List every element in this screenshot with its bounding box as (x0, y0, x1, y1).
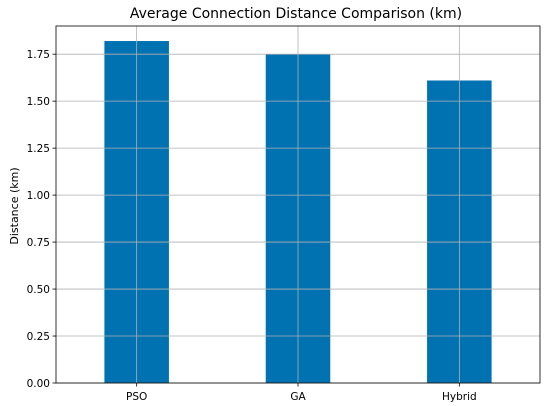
y-tick-label: 1.50 (27, 96, 50, 108)
y-tick-label: 0.00 (27, 378, 50, 390)
chart-title: Average Connection Distance Comparison (… (130, 6, 462, 22)
grid (56, 26, 540, 384)
x-tick-label-pso: PSO (126, 391, 147, 403)
y-tick-label: 1.75 (27, 49, 50, 61)
y-tick-label: 0.25 (27, 331, 50, 343)
x-tick-label-ga: GA (290, 391, 306, 403)
axes: 0.00 0.25 0.50 0.75 1.00 1.25 1.50 1.75 PSO GA Hyb… (27, 25, 541, 403)
y-tick-label: 0.50 (27, 284, 50, 296)
y-tick-label: 1.00 (27, 190, 50, 202)
y-tick-label: 0.75 (27, 237, 50, 249)
y-axis-label: Distance (km) (8, 167, 21, 244)
y-tick-label: 1.25 (27, 143, 50, 155)
x-tick-label-hybrid: Hybrid (442, 391, 477, 403)
